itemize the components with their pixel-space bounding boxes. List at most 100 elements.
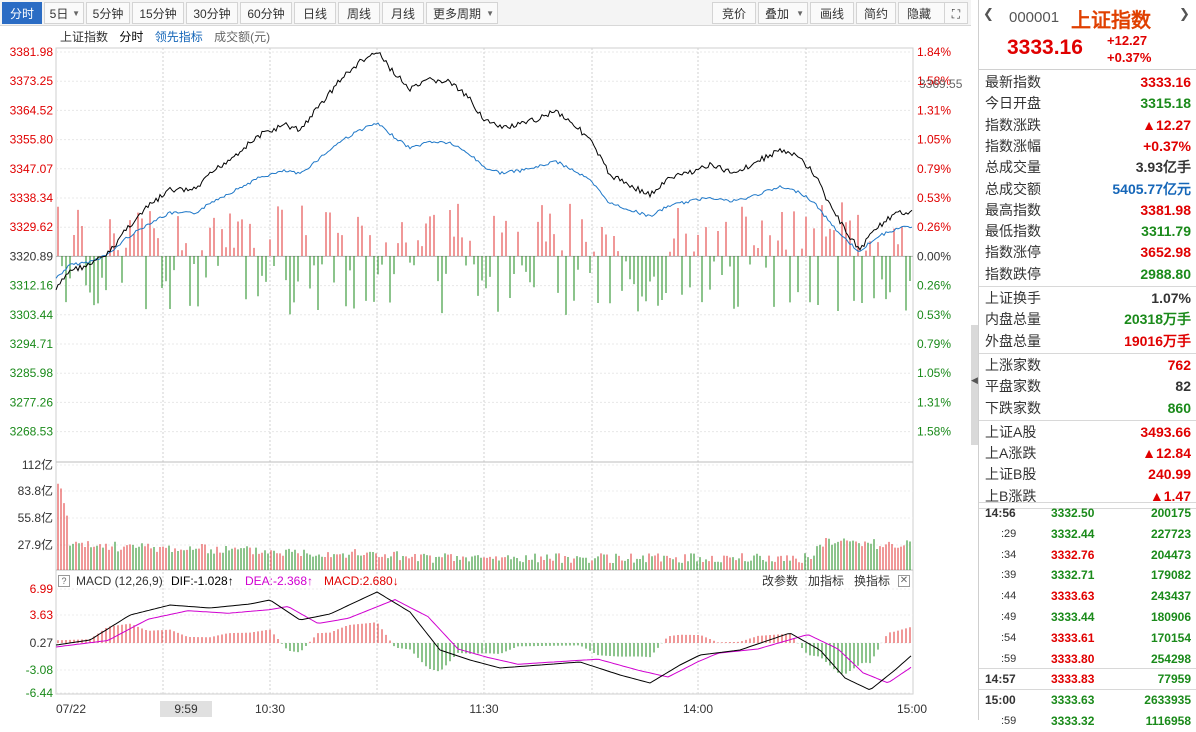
stat-label: 上B涨跌 (985, 487, 1037, 504)
panel-collapse-handle[interactable]: ◀ (971, 325, 978, 445)
stat-value: 3311.79 (1141, 223, 1191, 240)
price-axis-label: 3329.62 (10, 220, 54, 234)
tick-time: :39 (1001, 569, 1017, 582)
tick-row: :54 3333.61 170154 (979, 628, 1196, 649)
stat-value: ▲1.47 (1149, 487, 1191, 504)
divider (979, 419, 1196, 421)
tick-row: :34 3332.76 204473 (979, 545, 1196, 566)
stat-label: 最低指数 (985, 223, 1041, 240)
macd-axis-label: -3.08 (26, 663, 54, 677)
tick-price: 3333.44 (1051, 610, 1095, 624)
price-axis-label: 3364.52 (10, 103, 54, 117)
chevron-right-icon[interactable]: ❯ (1179, 6, 1190, 21)
period-tab-9[interactable]: 更多周期 ▼ (426, 2, 498, 24)
tick-time: 15:00 (985, 693, 1016, 708)
tick-row: :59 3333.32 1116958 (979, 711, 1196, 732)
period-tab-8[interactable]: 月线 (382, 2, 424, 24)
chevron-left-icon[interactable]: ❮ (983, 6, 994, 21)
macd-title: MACD (12,26,9) (76, 574, 163, 588)
price-axis-label: 3347.07 (10, 162, 54, 176)
divider (979, 286, 1196, 287)
quote-stat-row: 指数涨停 3652.98 (979, 242, 1196, 263)
pct-axis-label: 0.53% (917, 191, 951, 205)
tick-row: 14:56 3332.50 200175 (979, 503, 1196, 524)
caret-down-icon: ▼ (796, 9, 804, 18)
stat-value: 240.99 (1148, 466, 1191, 483)
price-axis-label: 3303.44 (10, 308, 54, 322)
stat-value: 3381.98 (1140, 201, 1191, 218)
pct-axis-label: 1.05% (917, 366, 951, 380)
stat-value: 5405.77亿元 (1112, 180, 1191, 197)
tick-time: :49 (1001, 611, 1017, 623)
period-tab-0[interactable]: 分时 (2, 2, 42, 24)
legend-volume: 成交额(元) (214, 30, 271, 44)
macd-legend-bar: ? MACD (12,26,9) DIF:-1.028↑ DEA:-2.368↑… (56, 572, 914, 590)
stat-value: 3652.98 (1140, 244, 1191, 261)
tick-time: 14:57 (985, 672, 1016, 687)
volume-axis-label: 55.8亿 (18, 510, 53, 525)
sub-index-stat-row: 上证B股 240.99 (979, 464, 1196, 485)
fullscreen-icon[interactable]: ⛶ (944, 2, 968, 24)
legend-index: 上证指数 (60, 30, 109, 44)
macd-swap-indicator[interactable]: 换指标 (854, 574, 891, 588)
breadth-stat-row: 平盘家数 82 (979, 376, 1196, 397)
stat-label: 总成交量 (985, 159, 1041, 176)
stat-label: 上证B股 (985, 466, 1037, 483)
tick-row: :44 3333.63 243437 (979, 586, 1196, 607)
legend-lead[interactable]: 领先指标 (154, 30, 203, 44)
period-tab-5[interactable]: 60分钟 (240, 2, 292, 24)
sub-index-stat-row: 上证A股 3493.66 (979, 422, 1196, 443)
macd-add-indicator[interactable]: 加指标 (808, 574, 845, 588)
stat-label: 内盘总量 (985, 311, 1041, 328)
toolbar-action-2[interactable]: 画线 (810, 2, 854, 24)
index-price-line (55, 52, 913, 291)
stat-label: 平盘家数 (985, 378, 1041, 395)
stat-label: 总成交额 (985, 180, 1041, 197)
pct-axis-label: 1.31% (917, 395, 951, 409)
quote-stat-row: 总成交额 5405.77亿元 (979, 179, 1196, 200)
toolbar-action-0[interactable]: 竞价 (712, 2, 756, 24)
pct-axis-label: 0.26% (917, 220, 951, 234)
quote-stat-row: 指数跌停 2988.80 (979, 264, 1196, 285)
time-axis-label: 11:30 (469, 702, 498, 716)
divider (979, 352, 1196, 354)
help-icon[interactable]: ? (58, 575, 70, 587)
tick-row: :59 3333.80 254298 (979, 649, 1196, 670)
tick-price: 3332.71 (1051, 568, 1095, 583)
period-tab-4[interactable]: 30分钟 (186, 2, 238, 24)
chart-legend: 上证指数 分时 领先指标 成交额(元) (60, 28, 278, 46)
pct-axis-label: 1.31% (917, 103, 951, 117)
toolbar-action-3[interactable]: 简约 (856, 2, 896, 24)
intraday-chart[interactable]: 3381.98 1.84% 3373.25 1.58% 3364.52 1.31% 3355… (0, 26, 971, 720)
period-tab-7[interactable]: 周线 (338, 2, 380, 24)
period-tab-3[interactable]: 15分钟 (132, 2, 184, 24)
tick-time: :34 (1001, 548, 1017, 561)
sub-index-stat-row: 上A涨跌 ▲12.84 (979, 443, 1196, 464)
current-price: 3333.16 (1007, 36, 1083, 59)
close-icon[interactable]: ✕ (898, 575, 910, 587)
tick-row: :39 3332.71 179082 (979, 565, 1196, 586)
stat-label: 上涨家数 (985, 356, 1041, 373)
divider (979, 689, 1196, 691)
volume-stat-row: 内盘总量 20318万手 (979, 309, 1196, 330)
tick-price: 3333.61 (1051, 630, 1095, 645)
macd-dif-line (55, 591, 912, 691)
period-tab-6[interactable]: 日线 (294, 2, 336, 24)
tick-price: 3333.32 (1051, 714, 1095, 728)
price-axis-label: 3373.25 (10, 74, 54, 88)
stat-value: 1.07% (1151, 290, 1191, 306)
tick-row: 15:00 3333.63 2633935 (979, 690, 1196, 711)
toolbar-action-1[interactable]: 叠加 ▼ (758, 2, 808, 24)
macd-edit-params[interactable]: 改参数 (762, 574, 799, 588)
divider (979, 668, 1196, 670)
stat-label: 外盘总量 (985, 332, 1041, 349)
stat-label: 指数跌停 (985, 265, 1041, 282)
stat-value: +0.37% (1143, 137, 1191, 154)
stat-label: 指数涨跌 (985, 116, 1041, 133)
stat-label: 指数涨停 (985, 244, 1041, 261)
quote-stat-row: 最低指数 3311.79 (979, 221, 1196, 242)
period-tab-1[interactable]: 5日 ▼ (44, 2, 84, 24)
divider (979, 508, 1196, 509)
period-tab-2[interactable]: 5分钟 (86, 2, 130, 24)
tick-price: 3333.83 (1051, 672, 1095, 687)
